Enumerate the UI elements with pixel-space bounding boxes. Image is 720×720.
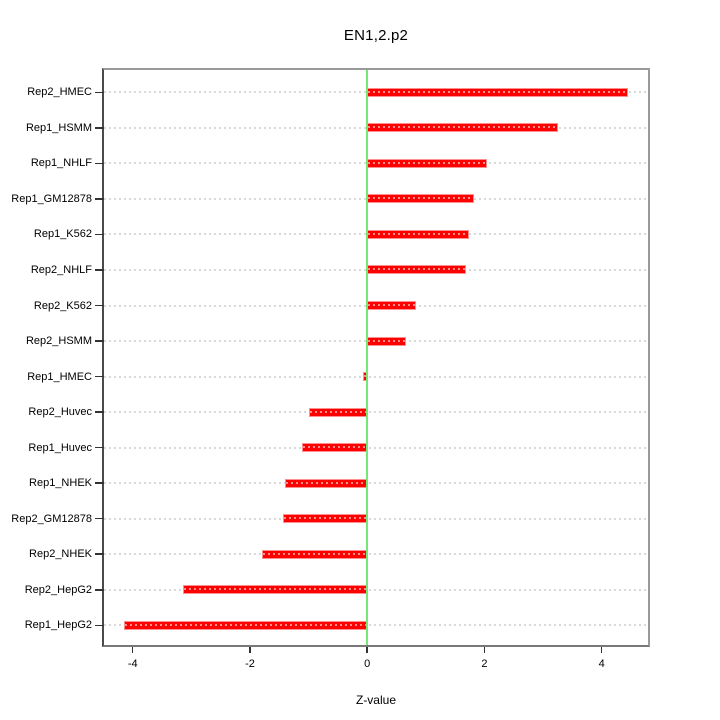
bar-stripe [368, 339, 405, 342]
bar-stripe [368, 304, 416, 306]
bar-stripe [368, 161, 486, 164]
chart-title: EN1,2.p2 [343, 27, 409, 44]
bar-stripe [368, 90, 628, 93]
bar-rep2-hsmm [367, 336, 406, 346]
bar-rep1-nhlf [367, 158, 487, 168]
x-tick-mark [600, 647, 603, 653]
y-axis-label: Rep2_NHEK [29, 548, 92, 561]
zero-line [365, 70, 369, 645]
bar-stripe [368, 232, 468, 235]
bar-rep1-huvec [301, 443, 368, 453]
bar-stripe [363, 375, 367, 378]
y-tick-mark [95, 340, 104, 342]
y-tick-mark [95, 624, 104, 627]
bar-stripe [368, 268, 466, 271]
gridline [104, 411, 648, 414]
y-tick-mark [95, 446, 104, 449]
bar-rep2-hepg2 [182, 585, 368, 595]
plot-frame [102, 68, 650, 647]
gridline [104, 446, 648, 449]
y-axis-label: Rep1_K562 [33, 228, 92, 241]
x-tick-mark [366, 647, 368, 653]
y-axis-label: Rep2_GM12878 [11, 512, 92, 525]
x-tick-label: 0 [364, 658, 371, 670]
y-axis-label: Rep1_HMEC [27, 370, 92, 383]
bar-stripe [286, 481, 367, 484]
x-tick-mark [131, 647, 134, 653]
bar-rep1-hepg2 [123, 620, 368, 630]
y-tick-mark [95, 411, 104, 413]
y-axis-label: Rep2_HMEC [27, 86, 92, 99]
y-tick-mark [95, 91, 104, 94]
bar-rep1-nhek [285, 478, 368, 488]
y-axis-label: Rep1_HSMM [25, 121, 92, 134]
bar-stripe [368, 126, 557, 129]
x-tick-label: 2 [481, 658, 488, 670]
bar-rep2-gm12878 [283, 514, 368, 524]
y-axis-label: Rep1_Huvec [28, 441, 92, 454]
plot-area [104, 70, 648, 645]
gridline [104, 553, 648, 556]
gridline [104, 482, 648, 485]
bar-rep1-hsmm [367, 123, 558, 133]
bar-stripe [302, 446, 367, 449]
bar-rep2-huvec [308, 407, 368, 417]
bar-rep2-hmec [367, 87, 629, 97]
bar-rep2-nhlf [367, 265, 467, 275]
x-tick-mark [249, 647, 251, 653]
bar-stripe [309, 410, 367, 413]
bar-stripe [262, 552, 367, 555]
x-axis-title: Z-value [355, 693, 396, 707]
bar-rep2-nhek [261, 549, 368, 559]
y-axis-label: Rep2_HepG2 [24, 583, 92, 596]
gridline [104, 588, 648, 591]
bar-rep1-gm12878 [367, 194, 475, 204]
y-tick-mark [95, 162, 104, 165]
x-tick-label: -2 [245, 658, 255, 670]
y-axis-label: Rep2_Huvec [28, 406, 92, 419]
gridline [104, 375, 648, 378]
x-tick-mark [483, 647, 486, 653]
bar-stripe [124, 623, 367, 626]
x-tick-label: -4 [127, 658, 138, 670]
bar-rep1-k562 [367, 229, 469, 239]
y-axis-label: Rep2_K562 [33, 299, 92, 312]
gridline [104, 517, 648, 520]
y-tick-mark [95, 269, 104, 271]
y-tick-mark [95, 517, 104, 520]
x-tick-label: 4 [598, 658, 605, 670]
bar-stripe [368, 197, 474, 200]
gridline [104, 624, 648, 627]
y-tick-mark [95, 589, 104, 591]
y-tick-mark [95, 233, 104, 236]
y-axis-label: Rep1_HepG2 [24, 619, 92, 632]
y-tick-mark [95, 553, 104, 555]
y-tick-mark [95, 482, 104, 484]
bar-stripe [284, 517, 367, 520]
y-tick-mark [95, 127, 104, 129]
bar-rep2-k562 [367, 301, 417, 310]
y-axis-label: Rep1_NHEK [29, 477, 92, 490]
y-axis-label: Rep2_NHLF [30, 263, 92, 276]
y-axis-label: Rep2_HSMM [25, 335, 92, 348]
y-axis-label: Rep1_NHLF [30, 157, 92, 170]
y-tick-mark [95, 375, 104, 378]
y-axis-label: Rep1_GM12878 [11, 192, 92, 205]
y-tick-mark [95, 198, 104, 200]
y-tick-mark [95, 304, 104, 307]
bar-stripe [183, 588, 367, 591]
